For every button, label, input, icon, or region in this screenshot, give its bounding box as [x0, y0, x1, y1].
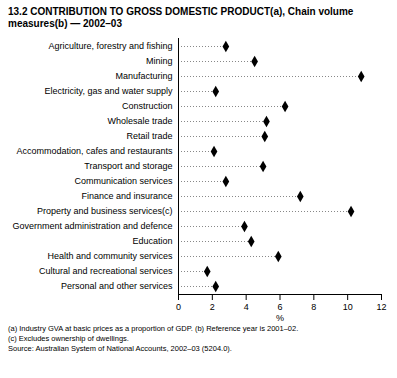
svg-text:Finance and insurance: Finance and insurance	[81, 191, 172, 201]
html-text:(c) Excludes ownership of dwel: (c) Excludes ownership of dwellings.	[8, 334, 129, 343]
svg-text:6: 6	[277, 302, 282, 312]
svg-text:10: 10	[343, 302, 353, 312]
svg-text:8: 8	[311, 302, 316, 312]
svg-text:Agriculture, forestry and fish: Agriculture, forestry and fishing	[48, 41, 172, 51]
svg-text:Cultural and recreational serv: Cultural and recreational services	[39, 266, 173, 276]
svg-text:Mining: Mining	[146, 56, 173, 66]
svg-text:Manufacturing: Manufacturing	[115, 71, 172, 81]
html-text:(a) Industry GVA at basic pric: (a) Industry GVA at basic prices as a pr…	[8, 324, 299, 333]
svg-text:4: 4	[244, 302, 249, 312]
svg-text:Retail trade: Retail trade	[126, 131, 172, 141]
html-text:Source: Australian System of N: Source: Australian System of National Ac…	[8, 344, 232, 353]
svg-text:0: 0	[176, 302, 181, 312]
svg-text:Transport and storage: Transport and storage	[84, 161, 172, 171]
svg-text:Personal and other services: Personal and other services	[61, 281, 173, 291]
svg-text:Electricity, gas and water sup: Electricity, gas and water supply	[45, 86, 173, 96]
svg-text:Property and business services: Property and business services(c)	[37, 206, 173, 216]
svg-text:Accommodation, cafes and resta: Accommodation, cafes and restaurants	[16, 146, 173, 156]
svg-text:Health and community services: Health and community services	[47, 251, 173, 261]
svg-text:%: %	[276, 313, 284, 323]
svg-text:Communication services: Communication services	[74, 176, 173, 186]
svg-text:12: 12	[376, 302, 386, 312]
svg-text:Government administration and: Government administration and defence	[12, 221, 172, 231]
svg-text:Education: Education	[132, 236, 172, 246]
svg-text:Wholesale trade: Wholesale trade	[107, 116, 172, 126]
svg-text:2: 2	[210, 302, 215, 312]
svg-text:Construction: Construction	[122, 101, 173, 111]
html-text:13.2 CONTRIBUTION TO GROSS DOM: 13.2 CONTRIBUTION TO GROSS DOMESTIC PROD…	[8, 6, 354, 29]
